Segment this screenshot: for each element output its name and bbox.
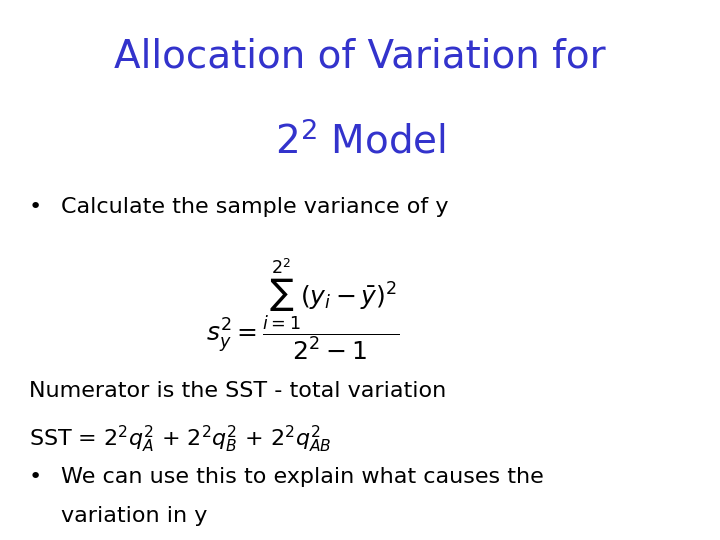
Text: Numerator is the SST - total variation: Numerator is the SST - total variation xyxy=(29,381,446,401)
Text: SST = $2^2q_A^2$ + $2^2q_B^2$ + $2^2q_{AB}^2$: SST = $2^2q_A^2$ + $2^2q_B^2$ + $2^2q_{A… xyxy=(29,424,331,455)
Text: $s_y^2 = \dfrac{\sum_{i=1}^{2^2}(y_i - \bar{y})^2}{2^2 - 1}$: $s_y^2 = \dfrac{\sum_{i=1}^{2^2}(y_i - \… xyxy=(206,256,399,362)
Text: Allocation of Variation for: Allocation of Variation for xyxy=(114,38,606,76)
Text: •: • xyxy=(29,467,42,487)
Text: variation in y: variation in y xyxy=(61,506,207,526)
Text: Calculate the sample variance of y: Calculate the sample variance of y xyxy=(61,197,449,217)
Text: •: • xyxy=(29,197,42,217)
Text: We can use this to explain what causes the: We can use this to explain what causes t… xyxy=(61,467,544,487)
Text: $2^2$ Model: $2^2$ Model xyxy=(274,122,446,161)
